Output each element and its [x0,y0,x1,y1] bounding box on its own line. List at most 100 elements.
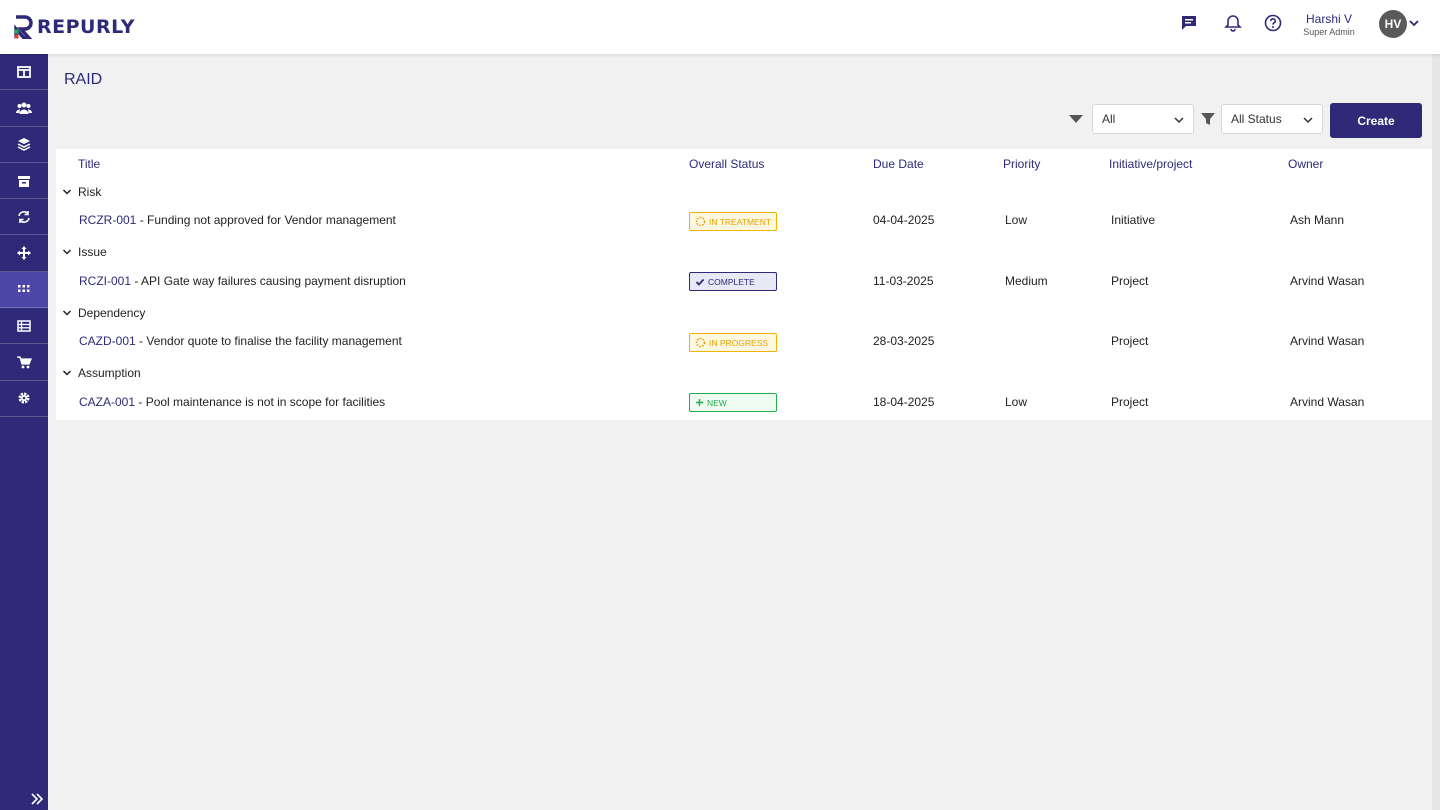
item-title: - Vendor quote to finalise the facility … [139,334,402,348]
user-role: Super Admin [1303,27,1355,37]
sidebar-item-sync[interactable] [0,199,48,236]
group-label: Issue [78,245,107,259]
gear-icon [18,392,30,404]
users-icon [16,102,32,114]
group-label: Dependency [78,306,146,320]
status-badge: COMPLETE [689,272,777,291]
item-title: - Funding not approved for Vendor manage… [139,213,396,227]
help-icon[interactable] [1262,12,1284,34]
top-header: REPURLY Harshi V Super Admin HV [0,0,1440,54]
avatar[interactable]: HV [1379,10,1407,38]
sidebar-item-move[interactable] [0,235,48,272]
group-toggle-risk[interactable]: Risk [62,183,101,201]
item-code-link[interactable]: CAZD-001 [79,334,136,348]
spinner-icon [695,216,706,227]
initiative: Project [1111,274,1149,288]
group-label: Assumption [78,366,141,380]
initiative: Project [1111,334,1149,348]
layers-icon [17,138,31,152]
plus-icon [696,399,703,406]
column-header-initiative[interactable]: Initiative/project [1109,157,1193,171]
status-badge-label: COMPLETE [708,276,755,287]
expand-sidebar-icon[interactable] [30,792,46,808]
item-code-link[interactable]: RCZR-001 [79,213,137,227]
cart-icon [17,356,32,369]
column-header-owner[interactable]: Owner [1288,157,1324,171]
archive-icon [18,175,30,187]
sidebar-item-layers[interactable] [0,127,48,163]
initiative: Project [1111,395,1149,409]
sidebar-item-dashboard[interactable] [0,54,48,91]
table-row-title[interactable]: CAZA-001 - Pool maintenance is not in sc… [79,395,385,409]
apps-grid-icon [18,285,30,293]
group-label: Risk [78,185,102,199]
due-date: 18-04-2025 [873,395,935,409]
column-header-priority[interactable]: Priority [1003,157,1041,171]
status-badge: IN TREATMENT [689,212,777,231]
caret-filter-icon[interactable] [1068,112,1084,128]
sidebar-item-archive[interactable] [0,163,48,200]
chevron-down-icon [62,370,72,376]
column-header-due-date[interactable]: Due Date [873,157,924,171]
item-code-link[interactable]: RCZI-001 [79,274,132,288]
due-date: 11-03-2025 [873,274,934,288]
type-filter-value: All [1102,112,1116,126]
type-filter-select[interactable]: All [1092,104,1194,134]
check-icon [695,278,705,286]
sidebar-item-cart[interactable] [0,344,48,381]
initiative: Initiative [1111,213,1156,227]
priority: Medium [1005,274,1048,288]
move-icon [17,246,31,261]
due-date: 04-04-2025 [873,213,935,227]
sidebar [0,54,48,810]
owner: Ash Mann [1290,213,1345,227]
scrollbar[interactable] [1432,54,1440,810]
page-title: RAID [64,71,103,88]
status-filter-select[interactable]: All Status [1221,104,1323,134]
column-header-title[interactable]: Title [78,157,101,171]
logo-mark-icon [14,15,33,39]
sidebar-item-table[interactable] [0,308,48,345]
chevron-down-icon [62,310,72,316]
logo-text: REPURLY [37,16,135,38]
status-badge-label: NEW [707,397,727,408]
due-date: 28-03-2025 [873,334,935,348]
status-badge-label: IN TREATMENT [709,216,772,227]
sidebar-item-users[interactable] [0,90,48,127]
item-code-link[interactable]: CAZA-001 [79,395,136,409]
chevron-down-icon [62,249,72,255]
dashboard-icon [17,65,31,78]
owner: Arvind Wasan [1290,395,1365,409]
chevron-down-icon[interactable] [1408,17,1420,29]
logo[interactable]: REPURLY [14,15,135,39]
chevron-down-icon [62,189,72,195]
table-icon [17,319,31,332]
user-info[interactable]: Harshi V Super Admin [1296,12,1362,38]
status-badge-label: IN PROGRESS [709,337,769,348]
bell-icon[interactable] [1222,12,1244,34]
create-button[interactable]: Create [1330,103,1422,138]
table-row-title[interactable]: CAZD-001 - Vendor quote to finalise the … [79,334,402,348]
table-row-title[interactable]: RCZR-001 - Funding not approved for Vend… [79,213,396,227]
table-row-title[interactable]: RCZI-001 - API Gate way failures causing… [79,274,406,288]
funnel-filter-icon[interactable] [1200,111,1216,127]
group-toggle-issue[interactable]: Issue [62,243,107,261]
status-badge: IN PROGRESS [689,333,777,352]
chevron-down-icon [1303,117,1313,124]
sidebar-item-settings[interactable] [0,381,48,417]
priority: Low [1005,395,1028,409]
group-toggle-dependency[interactable]: Dependency [62,304,145,322]
sync-icon [18,210,30,223]
owner: Arvind Wasan [1290,334,1365,348]
priority: Low [1005,213,1028,227]
item-title: - API Gate way failures causing payment … [134,274,406,288]
spinner-icon [695,337,706,348]
chevron-down-icon [1174,117,1184,124]
column-header-status[interactable]: Overall Status [689,157,765,171]
status-filter-value: All Status [1231,112,1282,126]
group-toggle-assumption[interactable]: Assumption [62,364,141,382]
chat-icon[interactable] [1178,12,1200,34]
sidebar-item-raid[interactable] [0,271,48,309]
owner: Arvind Wasan [1290,274,1365,288]
user-name: Harshi V [1305,12,1352,26]
